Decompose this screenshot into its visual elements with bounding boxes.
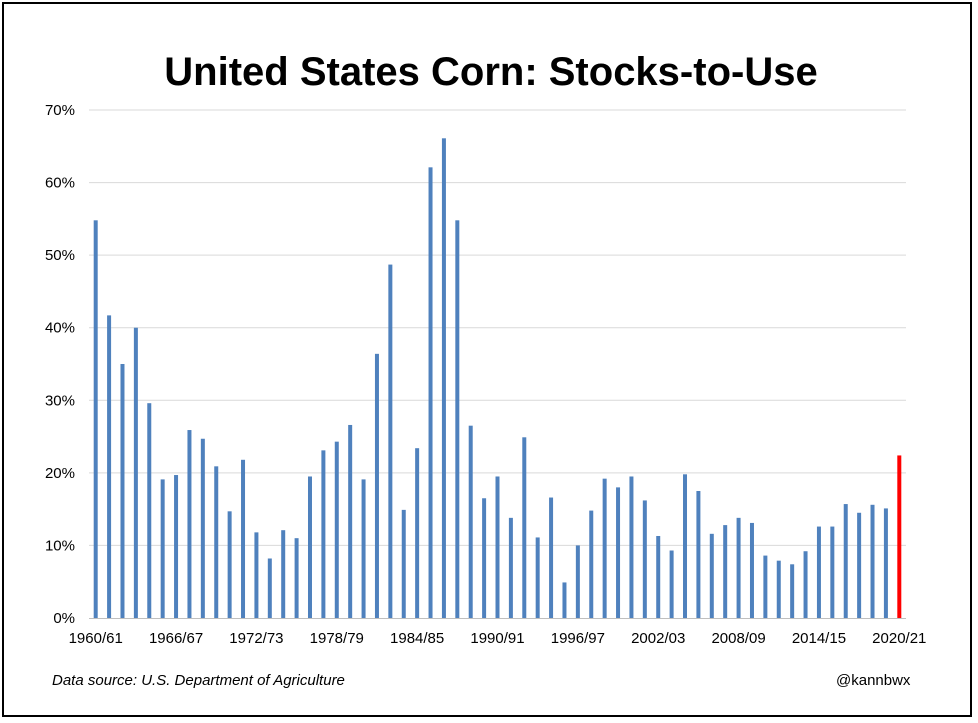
bar xyxy=(669,550,674,618)
bar xyxy=(133,327,138,618)
y-tick-label: 60% xyxy=(45,175,75,192)
bar xyxy=(428,167,433,618)
bar xyxy=(187,430,192,618)
x-tick-label: 1978/79 xyxy=(310,630,364,647)
x-tick-label: 1996/97 xyxy=(551,630,605,647)
data-source-note: Data source: U.S. Department of Agricult… xyxy=(52,672,345,689)
bar xyxy=(803,551,808,618)
y-tick-label: 0% xyxy=(53,610,75,627)
highlight-bar xyxy=(897,455,902,618)
bar xyxy=(415,448,420,618)
bar xyxy=(629,476,634,618)
x-tick-label: 2008/09 xyxy=(711,630,765,647)
bar xyxy=(388,264,393,618)
bar xyxy=(482,498,487,618)
bar xyxy=(616,487,621,618)
bar xyxy=(683,474,688,618)
bar xyxy=(294,538,299,618)
bar xyxy=(441,138,446,618)
bar xyxy=(361,479,366,618)
bar xyxy=(468,425,473,618)
bar xyxy=(562,582,567,618)
bar xyxy=(401,509,406,618)
bar xyxy=(749,522,754,618)
bar xyxy=(107,315,112,618)
y-tick-label: 10% xyxy=(45,537,75,554)
y-tick-label: 40% xyxy=(45,320,75,337)
bar xyxy=(776,560,781,618)
bar xyxy=(642,500,647,618)
bar xyxy=(535,537,540,618)
bar xyxy=(495,476,500,618)
bar xyxy=(307,476,312,618)
bar xyxy=(883,508,888,618)
chart-title: United States Corn: Stocks-to-Use xyxy=(164,50,818,94)
bar xyxy=(120,364,125,618)
y-tick-label: 50% xyxy=(45,247,75,264)
x-tick-label: 1966/67 xyxy=(149,630,203,647)
x-tick-label: 2020/21 xyxy=(872,630,926,647)
bar xyxy=(575,545,580,618)
bar xyxy=(334,441,339,618)
y-tick-label: 30% xyxy=(45,392,75,409)
bar xyxy=(160,479,165,618)
bar xyxy=(843,504,848,618)
bar xyxy=(348,424,353,618)
bar xyxy=(214,466,219,618)
bar xyxy=(816,526,821,618)
bar xyxy=(281,530,286,618)
bar xyxy=(227,511,232,618)
bar xyxy=(723,525,728,618)
bar xyxy=(656,535,661,618)
y-tick-label: 20% xyxy=(45,465,75,482)
bar xyxy=(790,564,795,618)
bar xyxy=(736,517,741,618)
bar xyxy=(200,438,205,618)
bar xyxy=(589,510,594,618)
author-handle: @kannbwx xyxy=(836,672,911,689)
bar xyxy=(522,437,527,618)
bar xyxy=(174,475,179,618)
bar xyxy=(549,497,554,618)
bar xyxy=(455,220,460,618)
bar xyxy=(241,459,246,618)
bar xyxy=(374,353,379,618)
bar xyxy=(870,504,875,618)
bar xyxy=(763,555,768,618)
bar xyxy=(830,526,835,618)
bar xyxy=(254,532,259,618)
bar xyxy=(267,558,272,618)
x-tick-label: 1960/61 xyxy=(69,630,123,647)
bar xyxy=(321,450,326,618)
bar xyxy=(147,403,152,618)
x-tick-label: 1990/91 xyxy=(470,630,524,647)
x-tick-label: 1972/73 xyxy=(229,630,283,647)
bar xyxy=(93,220,98,618)
x-tick-label: 2002/03 xyxy=(631,630,685,647)
bar xyxy=(508,517,513,618)
x-tick-label: 1984/85 xyxy=(390,630,444,647)
bar xyxy=(857,512,862,618)
y-tick-label: 70% xyxy=(45,102,75,119)
bar xyxy=(696,491,701,618)
bar xyxy=(602,478,607,618)
x-tick-label: 2014/15 xyxy=(792,630,846,647)
bar xyxy=(709,533,714,618)
